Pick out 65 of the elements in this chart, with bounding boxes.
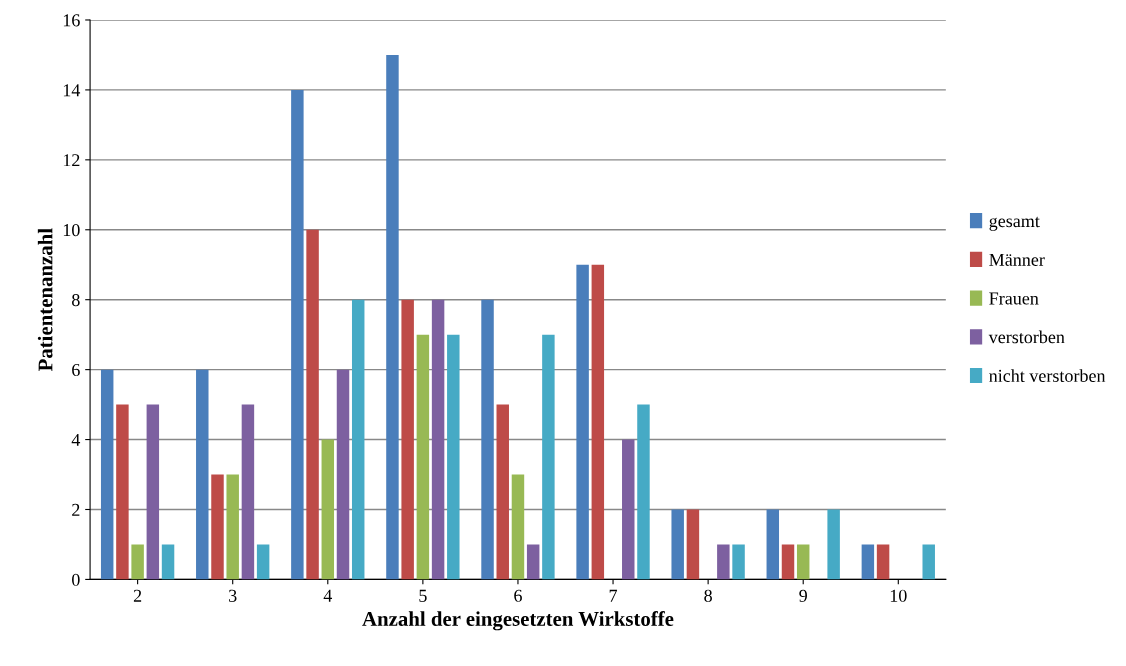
bar — [401, 299, 414, 580]
legend-label: verstorben — [988, 330, 1065, 344]
legend-label: gesamt — [989, 216, 1040, 231]
bar — [131, 544, 144, 580]
bar — [861, 544, 875, 580]
y-tick-label: 2 — [72, 503, 80, 516]
y-tick-label: 10 — [63, 224, 80, 237]
x-axis-title: Anzahl der eingesetzten Wirkstoffe — [362, 611, 674, 631]
bar — [732, 544, 745, 580]
y-tick-label: 0 — [72, 573, 80, 586]
bar — [211, 474, 224, 580]
y-axis-title: Patientenanzahl — [37, 228, 53, 372]
x-tick-label: 3 — [229, 589, 237, 602]
bar — [256, 544, 270, 580]
x-tick-label: 8 — [704, 589, 712, 602]
bar — [146, 404, 160, 580]
bar — [321, 439, 335, 580]
y-tick-label: 14 — [63, 84, 81, 97]
bar — [291, 89, 304, 580]
bar — [542, 334, 555, 580]
bar — [196, 369, 209, 580]
bar — [351, 299, 365, 580]
bar — [922, 544, 935, 580]
x-tick-label: 5 — [419, 589, 427, 602]
bar — [336, 369, 350, 580]
bar — [431, 299, 445, 580]
x-tick-label: 6 — [514, 589, 522, 602]
bar — [671, 509, 684, 580]
legend-label: Männer — [989, 253, 1045, 266]
bar — [622, 439, 635, 580]
y-tick-label: 4 — [71, 433, 81, 446]
x-tick-label: 4 — [323, 589, 333, 602]
bar — [591, 264, 605, 580]
y-tick-label: 16 — [63, 14, 80, 27]
bar — [161, 544, 175, 580]
x-tick-label: 10 — [890, 589, 907, 602]
bar — [511, 474, 525, 580]
x-tick-label: 9 — [799, 589, 807, 602]
bar — [306, 229, 319, 580]
bar — [827, 509, 840, 580]
y-tick-label: 6 — [72, 363, 80, 377]
bar — [100, 369, 114, 580]
bar — [796, 544, 810, 580]
bar — [447, 334, 460, 580]
legend-label: Frauen — [989, 292, 1039, 305]
bar — [876, 544, 890, 580]
bar — [416, 334, 430, 580]
bar — [526, 544, 540, 580]
bar — [226, 474, 239, 580]
legend-label: nicht verstorben — [989, 369, 1106, 382]
bar — [496, 404, 509, 580]
x-tick-label: 7 — [609, 589, 618, 602]
bar — [481, 299, 494, 580]
bar — [717, 544, 730, 580]
y-tick-label: 8 — [72, 293, 80, 307]
bar — [241, 404, 255, 580]
bar — [637, 404, 650, 580]
bar — [766, 509, 780, 580]
bar — [686, 509, 700, 580]
y-tick-label: 12 — [63, 154, 80, 167]
x-tick-label: 2 — [133, 589, 142, 602]
bar — [116, 404, 129, 580]
bar — [781, 544, 795, 580]
bar — [576, 264, 589, 580]
bar — [386, 54, 399, 580]
